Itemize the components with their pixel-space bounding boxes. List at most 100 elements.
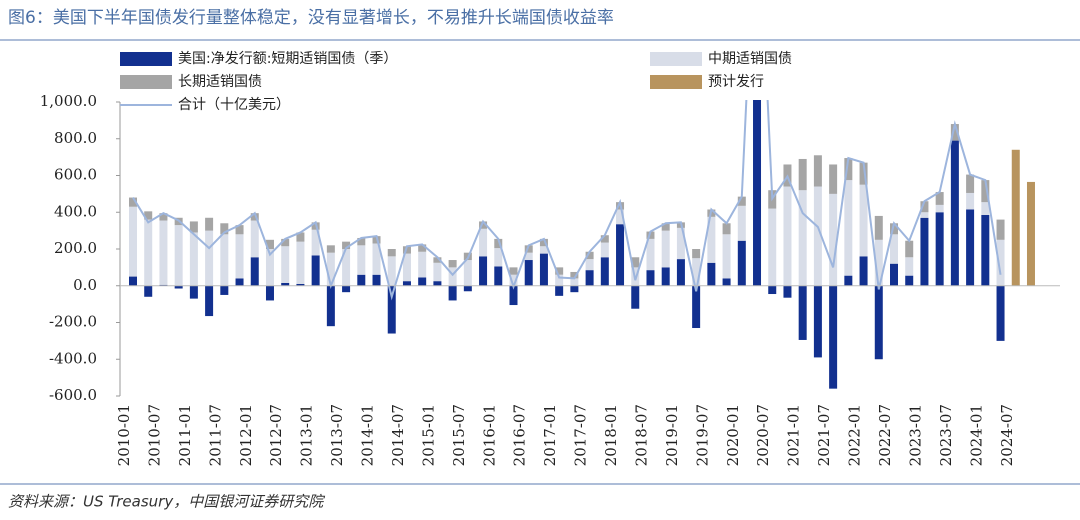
legend-swatch	[650, 75, 702, 89]
y-tick-label: -400.0	[49, 349, 97, 367]
bar	[555, 274, 564, 286]
bar	[372, 243, 381, 275]
bar	[768, 285, 777, 295]
bar	[707, 262, 716, 286]
chart-title: 图6：美国下半年国债发行量整体稳定，没有显著增长，不易推升长端国债收益率	[8, 8, 614, 28]
bar	[905, 275, 914, 286]
bar	[966, 174, 975, 193]
x-tick-label: 2011-07	[206, 404, 224, 466]
x-tick-label: 2020-07	[754, 404, 772, 466]
bar	[798, 285, 807, 340]
bar	[966, 192, 975, 210]
bar	[676, 259, 685, 286]
bar	[539, 253, 548, 286]
bar	[874, 239, 883, 286]
bar	[616, 209, 625, 225]
x-tick-label: 2015-01	[419, 404, 437, 466]
bar	[935, 212, 944, 286]
x-tick-label: 2018-07	[632, 404, 650, 466]
y-tick-label: 0.0	[73, 276, 97, 294]
bar	[753, 100, 762, 286]
bar	[950, 140, 959, 286]
bar	[783, 285, 792, 298]
legend-label: 美国:净发行额:短期适销国债（季）	[178, 51, 397, 67]
legend-swatch	[120, 75, 172, 89]
bar	[296, 232, 305, 242]
bar	[326, 245, 335, 253]
x-tick-label: 2011-01	[176, 404, 194, 466]
bar	[265, 249, 274, 286]
bar	[433, 257, 442, 263]
bar	[402, 246, 411, 254]
legend-label: 合计（十亿美元）	[178, 97, 290, 113]
bar	[570, 278, 579, 286]
legend-swatch	[120, 52, 172, 66]
bar	[722, 223, 731, 235]
bar	[890, 263, 898, 286]
bar	[144, 285, 153, 297]
bar	[859, 162, 868, 185]
bar	[326, 252, 335, 286]
bar	[890, 234, 898, 264]
bar	[463, 285, 472, 292]
bar	[661, 223, 670, 231]
bar	[418, 251, 427, 278]
bar	[981, 180, 990, 203]
y-tick-label: 200.0	[54, 239, 97, 257]
x-tick-label: 2010-01	[115, 404, 133, 466]
bar	[692, 249, 701, 259]
bar	[813, 285, 822, 358]
bar	[600, 235, 609, 243]
legend-swatch	[650, 52, 702, 66]
bar	[646, 270, 655, 286]
bar	[524, 252, 533, 261]
bar	[463, 260, 472, 286]
bar	[905, 257, 914, 276]
source: 资料来源：US Treasury，中国银河证券研究院	[8, 493, 325, 511]
bar	[433, 262, 442, 282]
bar	[539, 238, 548, 247]
bar	[829, 164, 838, 194]
bar	[174, 285, 183, 289]
x-tick-label: 2016-07	[511, 404, 529, 466]
bar	[859, 184, 868, 257]
bar	[326, 285, 335, 327]
bar	[357, 245, 366, 275]
bar	[996, 285, 1005, 341]
bar	[433, 281, 442, 286]
y-tick-label: 800.0	[54, 129, 97, 147]
bar	[357, 274, 366, 286]
bar	[646, 231, 655, 239]
x-tick-label: 2021-01	[785, 404, 803, 466]
y-tick-label: 1,000.0	[40, 92, 97, 110]
bar	[813, 186, 822, 286]
bar	[737, 196, 746, 206]
bar	[265, 239, 274, 249]
bar	[935, 204, 944, 213]
x-tick-label: 2012-01	[237, 404, 255, 466]
bar	[555, 285, 564, 296]
bar	[281, 238, 290, 247]
x-tick-label: 2022-07	[876, 404, 894, 466]
bar	[357, 237, 366, 246]
bar	[890, 223, 898, 235]
bar	[220, 223, 229, 235]
bar	[235, 278, 244, 286]
bar	[631, 257, 640, 268]
bar	[874, 285, 883, 360]
bar	[981, 215, 990, 286]
bar	[494, 248, 503, 267]
x-tick-label: 2016-01	[480, 404, 498, 466]
x-tick-label: 2013-01	[298, 404, 316, 466]
bar	[342, 249, 351, 286]
x-tick-label: 2019-01	[663, 404, 681, 466]
y-tick-label: 600.0	[54, 166, 97, 184]
bar	[479, 256, 488, 286]
bar	[905, 240, 914, 258]
bar	[585, 251, 594, 260]
bar	[418, 277, 427, 286]
bar	[402, 281, 411, 286]
bar	[600, 242, 609, 258]
bar	[600, 257, 609, 286]
